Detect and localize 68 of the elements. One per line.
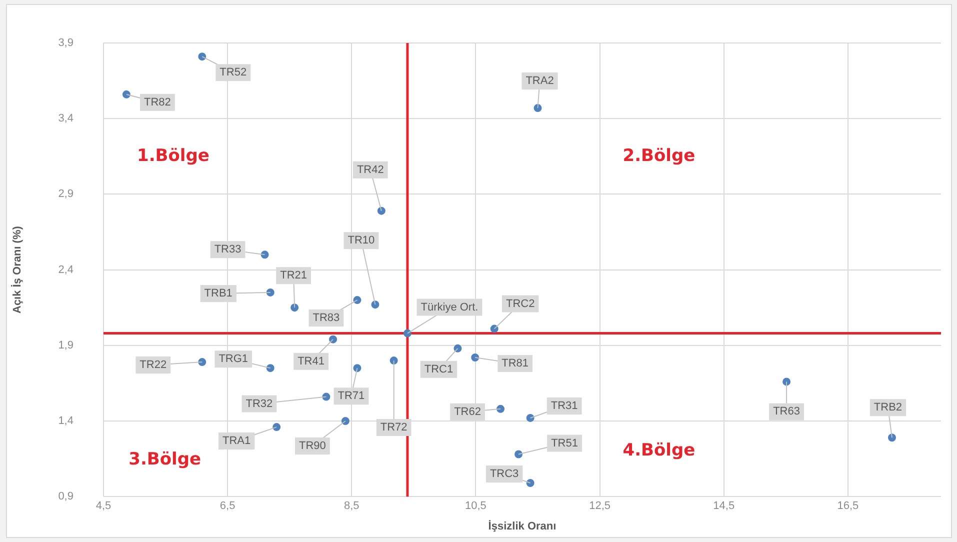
x-tick-label: 4,5 <box>96 500 112 512</box>
data-label: TR90 <box>298 440 326 452</box>
annotation: 2.Bölge <box>622 146 696 166</box>
data-label: TR10 <box>348 234 375 247</box>
point <box>390 356 398 365</box>
data-label: TR82 <box>144 96 171 108</box>
point <box>534 104 542 112</box>
data-label: TR42 <box>356 164 384 176</box>
data-label: TRC2 <box>506 298 535 310</box>
point <box>371 300 380 309</box>
point <box>266 364 274 372</box>
data-label: TR62 <box>454 406 481 418</box>
point <box>471 353 480 362</box>
y-tick-label: 2,4 <box>58 264 74 276</box>
data-label: TR32 <box>246 398 273 410</box>
point <box>514 450 523 458</box>
data-label: TR72 <box>380 422 408 434</box>
y-tick-label: 3,9 <box>58 37 74 50</box>
x-axis-title: İşsizlik Oranı <box>488 519 556 532</box>
x-tick-label: 8,5 <box>344 500 360 512</box>
y-tick-label: 2,9 <box>58 188 74 200</box>
point <box>272 423 281 432</box>
point <box>377 206 386 215</box>
point <box>403 329 412 338</box>
data-label: TR33 <box>214 244 242 256</box>
data-label: TR52 <box>220 66 247 79</box>
data-label: TR83 <box>312 312 340 324</box>
data-label: TR22 <box>140 359 167 372</box>
y-tick-label: 1,9 <box>58 339 74 352</box>
y-tick-label: 1,4 <box>58 415 74 428</box>
data-label: TR81 <box>502 358 529 370</box>
data-label: TR51 <box>551 437 578 450</box>
point <box>888 434 896 442</box>
data-label: TR21 <box>280 270 308 282</box>
data-label: TRC1 <box>424 363 454 376</box>
data-label: TR63 <box>773 406 800 418</box>
point <box>526 478 534 487</box>
x-tick-label: 14,5 <box>713 500 735 512</box>
data-label: TR71 <box>338 390 365 402</box>
x-tick-label: 10,5 <box>465 500 486 512</box>
point <box>260 250 269 259</box>
data-label: TRB1 <box>204 288 232 300</box>
point <box>198 358 206 366</box>
y-tick-label: 0,9 <box>58 490 74 503</box>
point <box>496 404 505 413</box>
point <box>454 344 462 352</box>
x-tick-label: 12,5 <box>589 500 611 512</box>
data-label: TR31 <box>550 400 578 412</box>
data-label: TRA2 <box>526 75 554 88</box>
annotation: 3.Bölge <box>128 450 202 470</box>
data-label: TRA1 <box>222 435 251 448</box>
point <box>198 52 206 61</box>
point <box>266 288 274 296</box>
point <box>526 414 534 422</box>
annotation: 1.Bölge <box>136 146 210 166</box>
data-label: TRB2 <box>874 402 902 414</box>
data-label: TRG1 <box>218 353 248 366</box>
y-tick-label: 3,4 <box>58 112 74 125</box>
data-label: Türkiye Ort. <box>420 301 478 314</box>
annotation: 4.Bölge <box>622 440 696 461</box>
x-tick-label: 6,5 <box>220 500 236 512</box>
point <box>341 417 350 425</box>
point <box>290 304 299 312</box>
point <box>782 378 791 386</box>
data-label: TR41 <box>298 355 324 368</box>
x-tick-label: 16,5 <box>837 500 859 512</box>
y-axis-title: Açık İş Oranı (%) <box>10 226 24 314</box>
data-label: TRC3 <box>490 468 519 480</box>
